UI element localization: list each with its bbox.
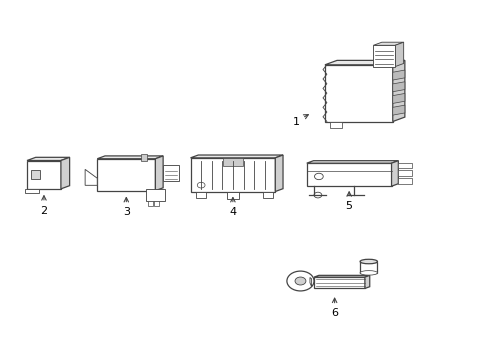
Polygon shape <box>392 161 398 186</box>
Polygon shape <box>393 82 405 92</box>
Polygon shape <box>398 163 412 168</box>
Circle shape <box>315 173 323 180</box>
Polygon shape <box>146 189 165 201</box>
Polygon shape <box>154 201 159 206</box>
Polygon shape <box>141 154 147 161</box>
Circle shape <box>197 182 205 188</box>
Polygon shape <box>223 158 243 166</box>
Polygon shape <box>330 122 342 128</box>
Polygon shape <box>27 161 61 189</box>
Ellipse shape <box>360 259 377 264</box>
Polygon shape <box>395 42 404 67</box>
Polygon shape <box>148 201 153 206</box>
Polygon shape <box>307 161 398 163</box>
Polygon shape <box>310 278 312 287</box>
Text: 6: 6 <box>331 298 338 318</box>
Polygon shape <box>85 169 97 185</box>
Polygon shape <box>393 94 405 103</box>
Text: 3: 3 <box>123 198 130 217</box>
Polygon shape <box>325 65 393 122</box>
Polygon shape <box>97 156 163 159</box>
Polygon shape <box>155 156 163 191</box>
Polygon shape <box>27 157 70 161</box>
Polygon shape <box>24 189 39 193</box>
Polygon shape <box>191 158 275 192</box>
Polygon shape <box>31 170 40 179</box>
Polygon shape <box>97 159 155 191</box>
Text: 2: 2 <box>40 196 48 216</box>
Circle shape <box>295 277 306 285</box>
Polygon shape <box>61 157 70 189</box>
Ellipse shape <box>360 271 377 275</box>
Text: 4: 4 <box>229 198 237 217</box>
Polygon shape <box>307 163 392 186</box>
Polygon shape <box>314 275 370 277</box>
Polygon shape <box>360 261 377 273</box>
Polygon shape <box>398 178 412 184</box>
Polygon shape <box>393 60 405 122</box>
Polygon shape <box>393 70 405 80</box>
Polygon shape <box>398 170 412 176</box>
Polygon shape <box>163 165 179 181</box>
Circle shape <box>314 192 322 198</box>
Text: 5: 5 <box>345 192 353 211</box>
Polygon shape <box>373 42 404 45</box>
Polygon shape <box>314 277 365 288</box>
Polygon shape <box>191 155 283 158</box>
Polygon shape <box>393 105 405 115</box>
Polygon shape <box>325 60 405 65</box>
Polygon shape <box>227 192 239 199</box>
Circle shape <box>287 271 314 291</box>
Polygon shape <box>196 192 206 198</box>
Text: 1: 1 <box>293 114 308 126</box>
Polygon shape <box>365 275 370 288</box>
Polygon shape <box>263 192 273 198</box>
Polygon shape <box>275 155 283 192</box>
Polygon shape <box>373 45 395 67</box>
